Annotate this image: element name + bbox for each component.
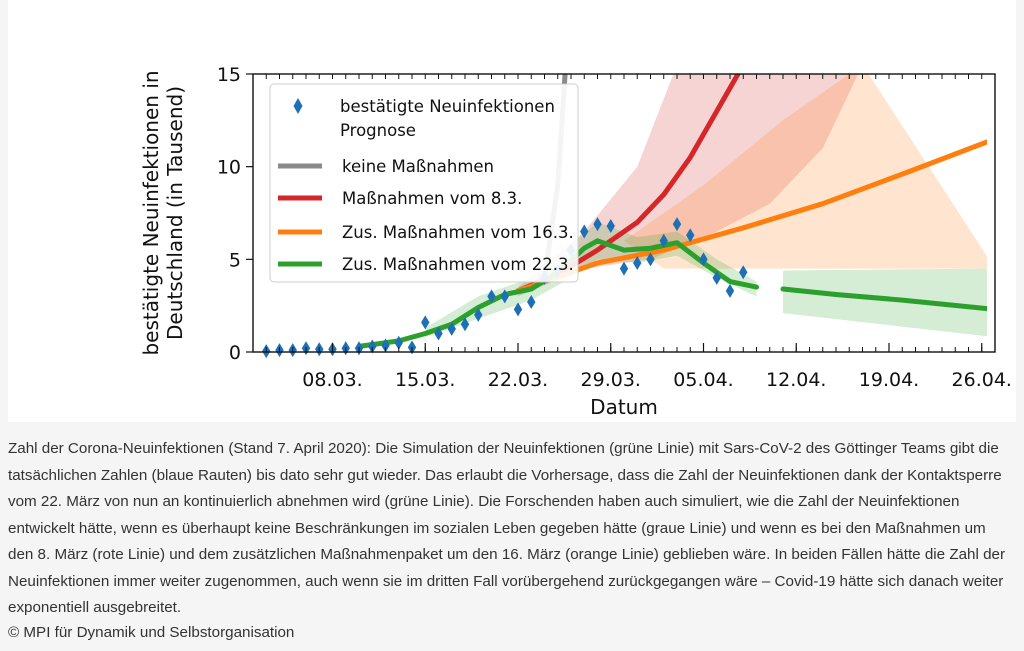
forecast-line-zus-ma-nahmen-vom-22-3 [780,286,987,312]
data-point-19 [500,289,509,304]
y-tick-label: 5 [229,249,241,271]
x-tick-label: 12.04. [766,369,826,391]
data-point-29 [633,256,642,271]
line-zus-ma-nahmen-vom-16-3 [515,139,987,294]
data-point-30 [646,252,655,267]
legend: bestätigte Neuinfektionen Prognose keine M… [269,83,579,283]
data-point-13 [421,315,430,330]
legend-label-ma-nahmen-vom-8-3: Maßnahmen vom 8.3. [342,189,522,208]
y-axis-label-line2: Deutschland (in Tausend) [163,86,187,340]
x-tick-label: 19.04. [859,369,919,391]
band-zus-ma-nahmen-vom-16-3 [624,74,987,269]
x-tick-label: 22.03. [488,369,548,391]
band-zus-ma-nahmen-vom-22-3 [425,222,757,338]
data-point-21 [527,294,536,309]
data-point-37 [739,265,748,280]
legend-box [269,83,579,283]
data-point-36 [725,283,735,298]
data-point-16 [460,317,470,332]
y-tick-label: 0 [229,342,241,364]
y-tick-label: 10 [217,157,241,179]
data-point-32 [672,217,682,232]
x-axis-label: Datum [590,395,658,419]
data-point-10 [381,338,390,353]
data-point-9 [368,339,377,354]
data-point-31 [659,233,668,248]
legend-label-prognose: Prognose [340,121,416,140]
data-point-14 [434,326,443,341]
data-point-27 [606,218,615,233]
x-tick-label: 15.03. [395,369,455,391]
legend-label-keine-ma-nahmen: keine Maßnahmen [342,157,494,176]
legend-marker-diamond [293,98,303,114]
data-point-18 [487,289,496,304]
figure-caption: Zahl der Corona-Neuinfektionen (Stand 7.… [8,440,1006,616]
data-point-17 [474,307,483,322]
figure-panel: 08.03. 15.03. 22.03. 29.03. 05.04. 12.04. 19.0… [8,0,1016,422]
x-tick-label: 29.03. [581,369,641,391]
data-point-26 [593,217,602,232]
x-tick-label: 08.03. [302,369,362,391]
data-point-20 [513,302,523,317]
legend-label-zus-ma-nahmen-vom-22-3: Zus. Maßnahmen vom 22.3. [342,255,574,274]
data-point-33 [686,228,695,243]
y-tick-label: 15 [217,64,241,86]
x-tick-label: 26.04. [952,369,1012,391]
data-point-35 [712,270,721,285]
chart: 08.03. 15.03. 22.03. 29.03. 05.04. 12.04. 19.0… [139,64,1012,419]
image-credit: © MPI für Dynamik und Selbstorganisation [8,624,295,641]
y-axis-label-line1: bestätigte Neuinfektionen in [139,70,163,355]
legend-label-zus-ma-nahmen-vom-16-3: Zus. Maßnahmen vom 16.3. [342,223,574,242]
data-point-34 [699,252,708,267]
x-tick-label: 05.04. [673,369,733,391]
data-point-28 [619,261,629,276]
forecast-band-zus-ma-nahmen-vom-22-3 [783,268,987,337]
legend-label-best-tigte-neuinfektionen: bestätigte Neuinfektionen [340,97,555,116]
data-point-15 [447,321,456,336]
data-point-25 [580,224,589,239]
data-point-11 [394,335,403,350]
